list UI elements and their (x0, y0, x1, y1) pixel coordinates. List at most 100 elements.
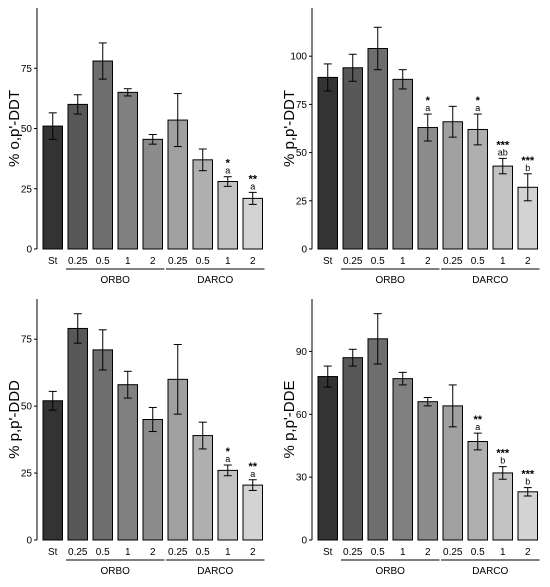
error-bar (173, 344, 182, 415)
bar (392, 378, 413, 541)
error-bar (523, 487, 532, 497)
x-tick-label: 2 (525, 547, 531, 558)
significance-stars: ** (248, 461, 257, 473)
y-tick-label: 0 (301, 536, 307, 547)
x-tick-label: 1 (125, 547, 131, 558)
x-tick-label: 1 (400, 547, 406, 558)
x-tick-label: 1 (400, 256, 406, 267)
x-tick-label: 1 (225, 256, 231, 267)
bar (42, 125, 63, 250)
error-bar (373, 26, 382, 71)
bar (67, 327, 88, 541)
significance-stars: * (426, 95, 431, 107)
bar (117, 384, 138, 541)
error-bar (523, 173, 532, 202)
panel-p-p-ddt: 0 25 50 75 100% p,p'-DDT St 0.25 0.5 1 a * 2 0.25 a * 0… (275, 0, 550, 291)
group-letter: b (525, 163, 530, 173)
panel-p-p-ddd: 0 25 50 75% p,p'-DDD St 0.25 0.5 1 2 0.25 0.5 a * 1 a *… (0, 291, 275, 582)
significance-stars: * (476, 95, 481, 107)
group-letter: a (475, 103, 480, 113)
y-tick-label: 60 (296, 410, 308, 421)
x-tick-label: 0.25 (168, 547, 188, 558)
group-letter: a (475, 422, 480, 432)
y-tick-label: 50 (21, 124, 33, 135)
bar (192, 435, 213, 541)
group-letter: b (500, 456, 505, 466)
error-bar (173, 93, 182, 148)
bar (417, 127, 438, 250)
significance-stars: * (226, 158, 231, 170)
y-axis-label: % p,p'-DDT (281, 90, 298, 167)
x-tick-label: 0.5 (471, 256, 485, 267)
bar (392, 78, 413, 250)
x-tick-label: St (323, 256, 333, 267)
y-tick-label: 50 (296, 148, 308, 159)
bar (517, 491, 538, 541)
error-bar (223, 464, 232, 477)
bar (367, 338, 388, 541)
y-tick-label: 30 (296, 473, 308, 484)
x-tick-label: 1 (500, 547, 506, 558)
error-bar (248, 479, 257, 491)
x-tick-label: 0.5 (371, 256, 385, 267)
y-tick-label: 0 (26, 245, 32, 256)
x-tick-label: 0.25 (343, 256, 363, 267)
bar (342, 357, 363, 541)
x-tick-label: 0.25 (168, 256, 188, 267)
bar (217, 181, 238, 250)
bar (467, 441, 488, 541)
y-tick-label: 25 (21, 184, 33, 195)
error-bar (423, 113, 432, 142)
error-bar (98, 42, 107, 80)
error-bar (148, 406, 157, 433)
x-tick-label: St (48, 547, 58, 558)
group-letter: b (525, 477, 530, 487)
x-tick-label: 0.5 (196, 256, 210, 267)
y-tick-label: 75 (296, 100, 308, 111)
x-tick-label: 0.5 (371, 547, 385, 558)
error-bar (473, 432, 482, 451)
error-bar (73, 313, 82, 344)
bar (317, 76, 338, 250)
bar (92, 349, 113, 541)
y-tick-label: 90 (296, 347, 308, 358)
significance-stars: ** (248, 173, 257, 185)
bar (442, 121, 463, 250)
x-tick-label: 2 (250, 547, 256, 558)
bar (417, 401, 438, 541)
x-tick-label: St (323, 547, 333, 558)
y-tick-label: 100 (290, 52, 307, 63)
x-tick-label: 0.25 (68, 547, 88, 558)
error-bar (123, 88, 132, 97)
bar (92, 60, 113, 250)
bar (492, 472, 513, 541)
y-tick-label: 25 (296, 196, 308, 207)
error-bar (498, 157, 507, 175)
bar (317, 376, 338, 541)
x-tick-label: 2 (525, 256, 531, 267)
group-label: DARCO (472, 275, 508, 286)
error-bar (123, 370, 132, 399)
significance-stars: *** (521, 155, 535, 167)
bar (117, 91, 138, 250)
y-tick-label: 0 (301, 245, 307, 256)
bar (242, 197, 263, 250)
error-bar (48, 390, 57, 411)
significance-stars: ** (473, 414, 482, 426)
error-bar (223, 176, 232, 187)
y-tick-label: 0 (26, 536, 32, 547)
error-bar (98, 329, 107, 371)
group-label: DARCO (197, 275, 233, 286)
y-tick-label: 25 (21, 469, 33, 480)
x-tick-label: 2 (250, 256, 256, 267)
x-tick-label: 0.25 (443, 547, 463, 558)
x-tick-label: St (48, 256, 58, 267)
group-label: ORBO (101, 275, 131, 286)
error-bar (398, 371, 407, 386)
error-bar (148, 134, 157, 145)
error-bar (48, 112, 57, 140)
